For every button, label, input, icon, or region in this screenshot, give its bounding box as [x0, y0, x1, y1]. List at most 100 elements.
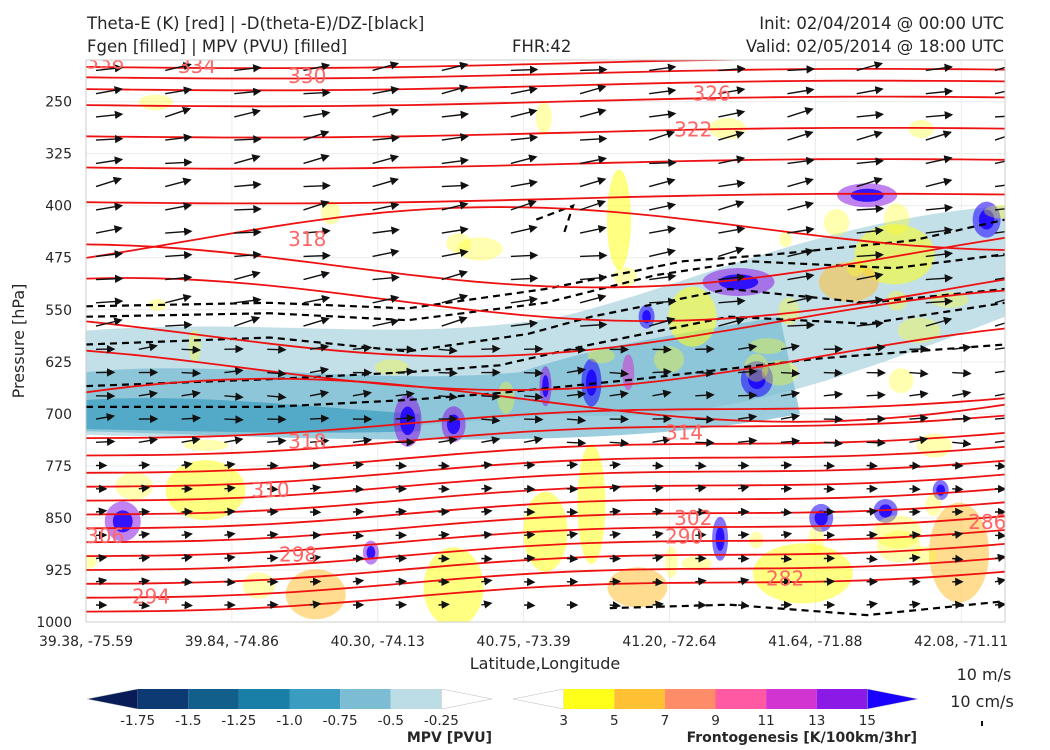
wind-vector — [224, 507, 236, 516]
colorbar-tick-label: -0.25 — [424, 713, 459, 729]
theta-e-label: 310 — [251, 478, 289, 502]
theta-e-label: 330 — [288, 64, 326, 88]
fgen-region — [148, 298, 167, 311]
wind-vector — [138, 484, 151, 493]
wind-vector — [138, 530, 151, 540]
theta-e-contour — [86, 277, 1005, 322]
wind-vector — [181, 600, 193, 610]
wind-vector — [303, 62, 331, 72]
wind-vector — [481, 577, 493, 586]
wind-vector — [909, 484, 921, 494]
wind-vector — [695, 438, 715, 447]
wind-vector — [994, 184, 1005, 188]
wind-vector — [909, 600, 921, 609]
dthetae-dz-contour — [86, 253, 1005, 322]
wind-vector — [395, 413, 415, 423]
wind-vector — [352, 389, 372, 398]
plot-frame — [85, 59, 1006, 623]
wind-vector — [823, 438, 844, 448]
colorbar-tick-label: 7 — [661, 713, 670, 729]
colorbar-swatch — [816, 689, 868, 709]
fgen-core — [366, 546, 376, 560]
wind-vector — [566, 484, 579, 494]
x-axis: 39.38, -75.59 39.84, -74.86 40.30, -74.13 4… — [39, 634, 1008, 650]
fgen-region — [587, 348, 615, 364]
wind-vector — [510, 154, 538, 165]
colorbar-tick-label: 11 — [758, 713, 775, 729]
theta-e-contour — [86, 414, 1005, 457]
wind-vector — [372, 201, 400, 211]
wind-vector — [510, 199, 537, 211]
wind-vector — [718, 273, 746, 282]
colorbar-swatch — [390, 689, 442, 709]
wind-vector — [95, 297, 124, 306]
fgen-region — [984, 204, 1005, 219]
wind-vector — [441, 225, 469, 235]
wind-vector — [856, 86, 884, 95]
wind-vector — [909, 530, 921, 540]
wind-vector — [652, 553, 664, 563]
wind-vector — [925, 316, 953, 327]
fgen-core — [112, 510, 133, 533]
wind-vector — [609, 369, 630, 378]
wind-vector — [866, 554, 878, 563]
colorbar-swatch — [512, 688, 564, 710]
colorbar-tick-label: 3 — [559, 713, 568, 729]
wind-vector — [866, 461, 878, 470]
wind-vector — [95, 437, 116, 446]
wind-vector — [181, 577, 193, 587]
wind-vector — [481, 484, 493, 493]
wind-vector — [856, 176, 883, 188]
theta-e-contour — [86, 529, 1005, 571]
wind-vector — [481, 436, 501, 445]
wind-vector — [780, 369, 801, 378]
wind-vector — [925, 177, 953, 188]
wind-vector — [695, 461, 707, 470]
wind-vector — [481, 415, 501, 425]
wind-vector — [309, 484, 322, 493]
wind-vector — [438, 600, 450, 609]
wind-vector — [165, 61, 192, 72]
wind-vector — [695, 577, 707, 586]
wind-vector — [994, 577, 1005, 586]
fgen-region — [423, 547, 484, 622]
wind-vector — [952, 343, 972, 353]
wind-vector — [994, 135, 1005, 141]
theta-e-contour — [86, 68, 1005, 80]
wind-vector — [95, 507, 108, 516]
wind-vector — [352, 436, 373, 445]
fgen-region — [779, 231, 792, 248]
colorbar-swatch — [137, 689, 189, 709]
wind-vector — [994, 254, 1005, 258]
wind-vector — [510, 319, 539, 328]
wind-vector — [234, 250, 262, 260]
wind-vector — [372, 294, 400, 304]
theta-e-contour — [86, 79, 1005, 92]
wind-vector — [165, 273, 193, 283]
y-tick-label: 625 — [45, 355, 72, 371]
wind-vector — [510, 108, 538, 118]
fgen-core — [715, 526, 725, 551]
wind-vector — [994, 230, 1005, 234]
y-tick-label: 475 — [45, 251, 72, 267]
wind-vector — [566, 415, 587, 425]
wind-vector — [652, 367, 672, 377]
wind-vector — [649, 86, 677, 96]
wind-vector — [309, 343, 330, 352]
mpv-colorbar-title: MPV [PVU] — [407, 730, 492, 746]
wind-vector — [234, 154, 261, 165]
wind-vector — [438, 461, 450, 470]
wind-vector — [165, 177, 192, 188]
wind-vector — [580, 134, 608, 144]
fgen-region — [883, 203, 910, 235]
wind-vector — [438, 392, 458, 401]
wind-vector — [95, 250, 124, 259]
wind-vector — [181, 389, 201, 399]
theta-e-label: 318 — [288, 430, 326, 454]
wind-scale-vertical: 10 cm/s — [950, 692, 1014, 711]
fgen-core — [447, 414, 461, 435]
wind-vector — [234, 228, 262, 237]
wind-vector — [224, 553, 236, 563]
theta-e-contour — [86, 487, 1005, 530]
